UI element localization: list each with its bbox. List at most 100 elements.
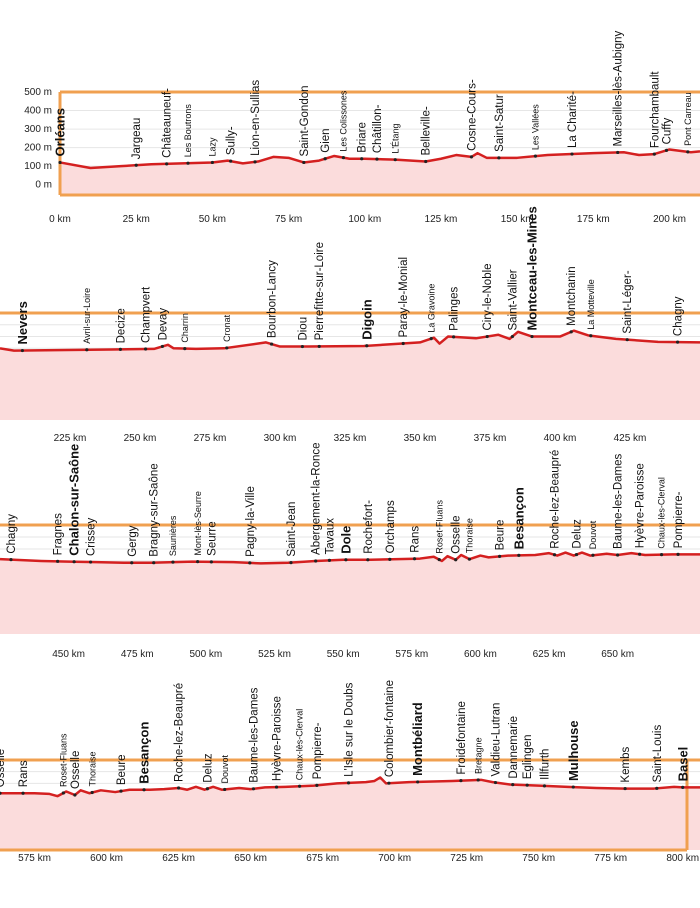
place-label: La Gravoine bbox=[426, 284, 436, 333]
place-label: Deluz bbox=[202, 753, 214, 783]
x-tick-label: 650 km bbox=[601, 649, 634, 660]
place-dot bbox=[616, 553, 620, 557]
place-dot bbox=[152, 561, 156, 565]
place-label: Charrin bbox=[180, 313, 190, 343]
place-dot bbox=[360, 157, 364, 161]
place-dot bbox=[542, 784, 547, 788]
place-label: Chaux-lès-Clerval bbox=[295, 709, 305, 781]
place-dot bbox=[253, 160, 257, 164]
place-label: L'Isle sur le Doubs bbox=[344, 682, 356, 776]
place-label: Besançon bbox=[511, 487, 526, 549]
place-label: Basel bbox=[675, 747, 690, 782]
place-label: Osselle bbox=[70, 751, 82, 789]
place-label: Rans bbox=[18, 760, 30, 787]
place-dot bbox=[533, 154, 538, 158]
x-tick-label: 300 km bbox=[264, 433, 297, 444]
place-dot bbox=[569, 330, 573, 334]
panel-1: 500 m 400 m 300 m 200 m 100 m 0 m 0 km 25 km 50 … bbox=[24, 31, 700, 225]
place-label: Cosne-Cours- bbox=[466, 79, 478, 151]
place-dot bbox=[209, 560, 213, 564]
place-label: Les Vallées bbox=[531, 104, 541, 150]
place-label: Illfurth bbox=[539, 749, 551, 780]
place-dot bbox=[61, 791, 65, 795]
place-dot bbox=[401, 341, 405, 346]
place-dot bbox=[510, 334, 514, 339]
y-tick-label: 100 m bbox=[24, 161, 52, 172]
place-dot bbox=[327, 558, 332, 562]
x-tick-label: 350 km bbox=[404, 433, 437, 444]
place-dot bbox=[664, 148, 669, 153]
place-dot bbox=[317, 344, 321, 349]
place-dot bbox=[297, 784, 302, 788]
place-label: Roset-Fluans bbox=[59, 733, 69, 787]
place-dot bbox=[160, 344, 164, 349]
place-dot bbox=[652, 152, 656, 156]
place-dot bbox=[225, 346, 229, 350]
place-label: Kembs bbox=[620, 747, 632, 783]
place-dot bbox=[90, 790, 94, 795]
place-label: Roche-lez-Beaupré bbox=[550, 450, 562, 549]
place-label: Tavaux bbox=[324, 518, 336, 555]
place-dot bbox=[388, 557, 392, 561]
place-dot bbox=[616, 150, 620, 155]
place-dot bbox=[289, 560, 293, 565]
place-dot bbox=[165, 162, 169, 166]
panel-2: 225 km 250 km 275 km 300 km 325 km 350 km 375 … bbox=[0, 206, 700, 444]
place-label: Beure bbox=[116, 754, 128, 785]
place-dot bbox=[589, 334, 593, 338]
x-tick-label: 625 km bbox=[533, 649, 566, 660]
place-label: Diou bbox=[297, 317, 309, 341]
place-dot bbox=[248, 561, 252, 565]
place-dot bbox=[681, 785, 685, 790]
place-label: Baume-les-Dames bbox=[613, 454, 625, 549]
place-label: Avril-sur-Loire bbox=[82, 288, 92, 344]
elevation-area bbox=[0, 330, 700, 420]
place-label: Orléans bbox=[53, 108, 68, 156]
place-label: Pompierre- bbox=[673, 491, 685, 548]
elevation-area bbox=[60, 149, 700, 195]
place-dot bbox=[570, 152, 574, 156]
place-label: Nevers bbox=[15, 301, 30, 344]
place-label: Chagny bbox=[6, 514, 18, 554]
place-dot bbox=[686, 150, 690, 154]
place-dot bbox=[72, 560, 76, 564]
panel-4: 575 km 600 km 625 km 650 km 675 km 700 km 725 … bbox=[0, 680, 700, 864]
place-label: Thoraise bbox=[87, 751, 97, 786]
elevation-line bbox=[0, 776, 700, 798]
x-tick-label: 800 km bbox=[666, 853, 699, 864]
place-dot bbox=[58, 160, 62, 165]
place-dot bbox=[56, 559, 60, 563]
place-label: Hyèvre-Paroisse bbox=[635, 463, 647, 548]
place-label: La Motteville bbox=[586, 279, 596, 330]
place-dot bbox=[437, 557, 441, 562]
place-label: Pont Carreau bbox=[683, 92, 693, 146]
place-dot bbox=[196, 560, 200, 564]
place-dot bbox=[393, 158, 397, 162]
place-dot bbox=[302, 160, 306, 165]
place-label: Thoraise bbox=[465, 518, 475, 553]
y-tick-label: 200 m bbox=[24, 143, 52, 154]
place-label: Saint-Jean bbox=[286, 502, 298, 557]
place-dot bbox=[623, 786, 627, 791]
x-tick-label: 650 km bbox=[234, 853, 267, 864]
place-dot bbox=[270, 342, 274, 346]
place-dot bbox=[552, 553, 557, 557]
place-label: Marseilles-lès-Aubigny bbox=[613, 31, 625, 147]
place-dot bbox=[412, 557, 417, 561]
place-label: Châtillon- bbox=[372, 104, 384, 153]
place-label: Baume-les-Dames bbox=[249, 687, 261, 782]
place-label: Paray-le-Monial bbox=[398, 257, 410, 338]
place-label: Saint-Vallier bbox=[507, 269, 519, 330]
x-tick-label: 675 km bbox=[306, 853, 339, 864]
place-label: Lion-en-Sullias bbox=[250, 80, 262, 156]
x-tick-label: 125 km bbox=[425, 214, 458, 225]
x-tick-label: 625 km bbox=[162, 853, 195, 864]
place-dot bbox=[591, 553, 595, 557]
place-label: Colombier-fontaine bbox=[384, 680, 396, 777]
place-label: Palinges bbox=[449, 287, 461, 331]
place-label: Douvot bbox=[220, 754, 230, 783]
place-label: Gien bbox=[320, 128, 332, 152]
place-label: Sully- bbox=[226, 126, 238, 155]
x-tick-label: 200 km bbox=[653, 214, 686, 225]
place-dot bbox=[251, 787, 256, 791]
